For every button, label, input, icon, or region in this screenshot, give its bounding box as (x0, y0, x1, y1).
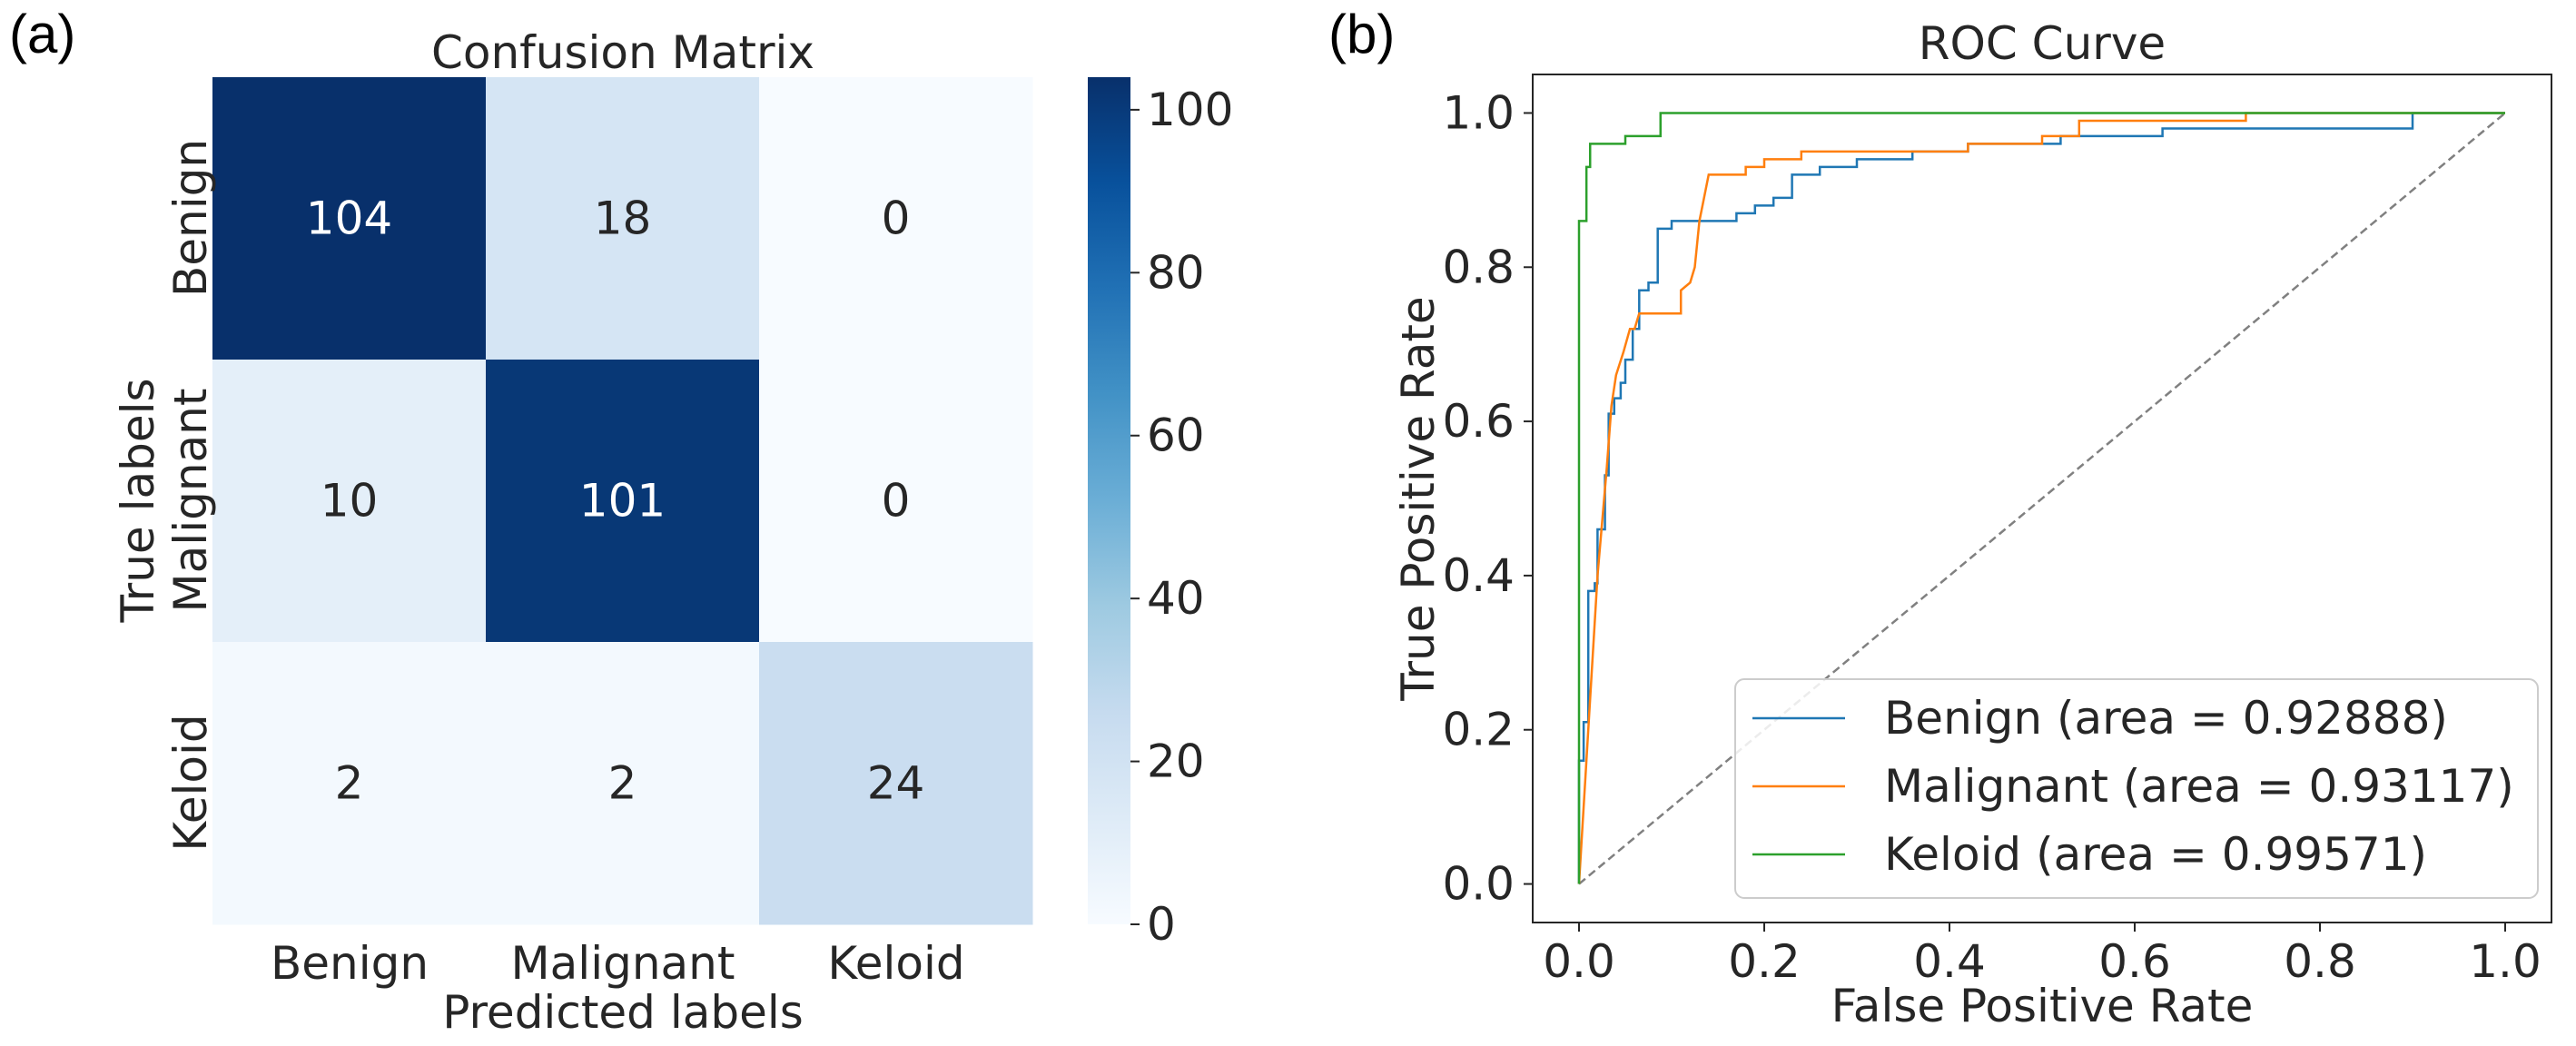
cm-y-tick-label: Keloid (164, 714, 217, 851)
colorbar: 0 20 40 60 80 100 (1088, 77, 1233, 951)
legend-label-malignant: Malignant (area = 0.93117) (1884, 760, 2514, 813)
cm-cell (759, 360, 1033, 643)
roc-y-tick-label: 0.4 (1442, 549, 1515, 602)
cm-title: Confusion Matrix (431, 26, 814, 79)
roc-title: ROC Curve (1919, 17, 2166, 70)
roc-x-tick-label: 0.4 (1913, 935, 1986, 988)
roc-legend: Benign (area = 0.92888) Malignant (area … (1734, 678, 2539, 899)
roc-series-line (1577, 112, 2505, 884)
cm-cell (486, 77, 760, 360)
cm-cell (759, 77, 1033, 360)
roc-x-tick-label: 0.2 (1728, 935, 1801, 988)
legend-label-benign: Benign (area = 0.92888) (1884, 692, 2448, 745)
legend-label-keloid: Keloid (area = 0.99571) (1884, 828, 2427, 881)
cm-cell-value: 101 (579, 475, 666, 528)
colorbar-tick-label: 80 (1147, 246, 1205, 299)
cm-cell (486, 360, 760, 643)
roc-y-tick-label: 0.6 (1442, 395, 1515, 448)
roc-diagonal (1578, 112, 2506, 885)
roc-x-ticks: 0.0 0.2 0.4 0.6 0.8 1.0 (1543, 923, 2541, 988)
roc-y-tick-label: 0.2 (1442, 704, 1515, 756)
cm-x-tick-label: Keloid (827, 937, 964, 990)
colorbar-tick-label: 0 (1147, 898, 1176, 951)
roc-y-ticks: 0.0 0.2 0.4 0.6 0.8 1.0 (1442, 86, 1533, 911)
cm-y-tick-label: Malignant (164, 389, 217, 613)
panel-label-b: (b) (1328, 4, 1395, 64)
colorbar-gradient (1088, 77, 1130, 924)
cm-cell-value: 10 (321, 475, 379, 528)
roc-series-line (1577, 112, 2505, 884)
panel-label-a: (a) (9, 4, 75, 64)
roc-x-tick-label: 0.0 (1543, 935, 1615, 988)
roc-x-tick-label: 1.0 (2469, 935, 2541, 988)
cm-cell-value: 2 (608, 757, 637, 810)
cm-cell-value: 104 (306, 192, 392, 245)
cm-cell (212, 642, 487, 925)
confusion-matrix-chart: Confusion Matrix 104 18 010 101 02 2 24 Benign… (112, 26, 1033, 1039)
roc-y-tick-label: 0.8 (1442, 241, 1515, 293)
cm-x-tick-label: Benign (271, 937, 429, 990)
cm-cell (212, 360, 487, 643)
cm-x-tick-label: Malignant (511, 937, 735, 990)
cm-cell (486, 642, 760, 925)
cm-cell (759, 642, 1033, 925)
roc-x-tick-label: 0.8 (2284, 935, 2356, 988)
cm-cell-value: 0 (882, 192, 911, 245)
cm-x-axis-label: Predicted labels (442, 986, 804, 1039)
colorbar-tick-label: 100 (1147, 84, 1233, 136)
cm-y-tick-label: Benign (164, 139, 217, 297)
cm-cells (212, 77, 1033, 925)
roc-x-axis-label: False Positive Rate (1831, 980, 2254, 1032)
cm-annotations: 104 18 010 101 02 2 24 (306, 192, 925, 810)
roc-curve-chart: ROC Curve 0.0 0.2 0.4 0.6 0.8 1.0 0.00.20.40.… (1392, 17, 2552, 1032)
cm-cell (212, 77, 487, 360)
cm-y-axis-label: True labels (112, 378, 164, 623)
colorbar-tick-label: 20 (1147, 735, 1205, 788)
colorbar-tick-label: 60 (1147, 410, 1205, 462)
cm-cell-value: 0 (882, 475, 911, 528)
legend-frame (1734, 678, 2539, 899)
roc-y-tick-label: 0.0 (1442, 858, 1515, 911)
colorbar-ticks: 0 20 40 60 80 100 (1130, 84, 1233, 951)
roc-y-axis-label: True Positive Rate (1392, 296, 1445, 701)
cm-cell-value: 2 (335, 757, 364, 810)
roc-x-tick-label: 0.6 (2098, 935, 2171, 988)
colorbar-tick-label: 40 (1147, 572, 1205, 625)
cm-cell-value: 18 (594, 192, 652, 245)
roc-lines (1577, 112, 2506, 885)
cm-cell-value: 24 (867, 757, 925, 810)
roc-y-tick-label: 1.0 (1442, 86, 1515, 139)
